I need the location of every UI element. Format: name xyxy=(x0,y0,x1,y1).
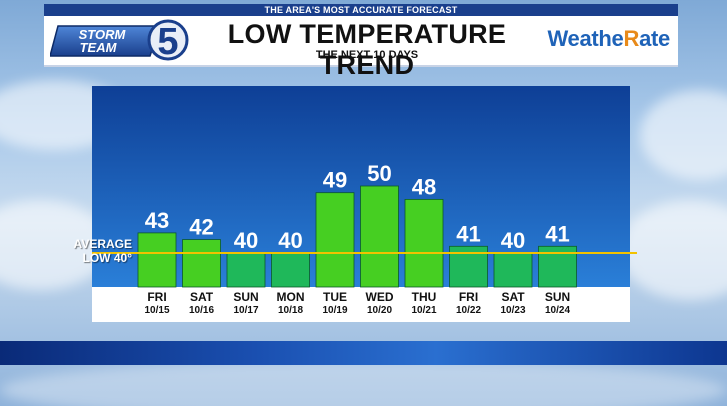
day-label-5: WED xyxy=(366,290,394,304)
chart-subtitle: THE NEXT 10 DAYS xyxy=(315,49,419,61)
day-label-6: THU xyxy=(412,290,437,304)
date-label-1: 10/16 xyxy=(189,305,214,316)
bar-6 xyxy=(404,198,444,288)
bar-4 xyxy=(315,192,355,288)
average-label-line2: LOW 40° xyxy=(82,251,132,265)
brand-accent: R xyxy=(623,26,640,51)
storm-team-5-logo: STORM TEAM 5 xyxy=(50,19,189,62)
value-label-6: 48 xyxy=(412,174,436,199)
brand-tail: ate xyxy=(639,26,670,51)
day-label-1: SAT xyxy=(190,290,214,304)
day-label-7: FRI xyxy=(459,290,478,304)
logo-line2: TEAM xyxy=(80,40,118,55)
date-label-0: 10/15 xyxy=(144,305,169,316)
date-label-3: 10/18 xyxy=(278,305,303,316)
cloud xyxy=(640,90,727,180)
date-label-9: 10/24 xyxy=(545,305,570,316)
cloud xyxy=(620,200,727,300)
header: STORM TEAM 5 LOW TEMPERATURE TREND THE N… xyxy=(44,16,678,80)
value-label-2: 40 xyxy=(234,228,258,253)
cloud xyxy=(0,200,110,290)
value-label-4: 49 xyxy=(323,168,347,193)
value-label-1: 42 xyxy=(189,215,213,240)
date-label-7: 10/22 xyxy=(456,305,481,316)
date-label-5: 10/20 xyxy=(367,305,392,316)
value-label-3: 40 xyxy=(278,228,302,253)
day-label-8: SAT xyxy=(501,290,525,304)
value-label-0: 43 xyxy=(145,208,169,233)
bottom-stripe xyxy=(0,341,727,365)
value-label-5: 50 xyxy=(367,161,391,186)
day-label-2: SUN xyxy=(233,290,258,304)
day-label-4: TUE xyxy=(323,290,347,304)
bar-3 xyxy=(271,252,310,288)
bar-2 xyxy=(226,252,266,288)
day-label-0: FRI xyxy=(147,290,166,304)
date-label-8: 10/23 xyxy=(500,305,525,316)
bar-5 xyxy=(360,185,399,288)
date-label-6: 10/21 xyxy=(411,305,436,316)
tagline-bar: THE AREA'S MOST ACCURATE FORECAST xyxy=(44,4,678,16)
value-label-9: 41 xyxy=(545,221,569,246)
logo-number: 5 xyxy=(157,21,178,62)
value-label-7: 41 xyxy=(456,221,480,246)
value-label-8: 40 xyxy=(501,228,525,253)
average-label: AVERAGE LOW 40° xyxy=(50,237,132,265)
bar-1 xyxy=(182,239,221,288)
cloud xyxy=(0,360,727,406)
average-label-line1: AVERAGE xyxy=(73,237,132,251)
date-label-2: 10/17 xyxy=(233,305,258,316)
day-label-9: SUN xyxy=(545,290,570,304)
day-label-3: MON xyxy=(277,290,305,304)
logo-line1: STORM xyxy=(79,27,127,42)
chart-title: LOW TEMPERATURE TREND xyxy=(227,19,507,80)
date-label-4: 10/19 xyxy=(322,305,347,316)
brand-main: Weathe xyxy=(547,26,624,51)
bar-0 xyxy=(137,232,177,288)
weatherate-logo: WeatheRate xyxy=(547,26,670,52)
bar-8 xyxy=(493,252,533,288)
date-strip xyxy=(92,287,630,322)
